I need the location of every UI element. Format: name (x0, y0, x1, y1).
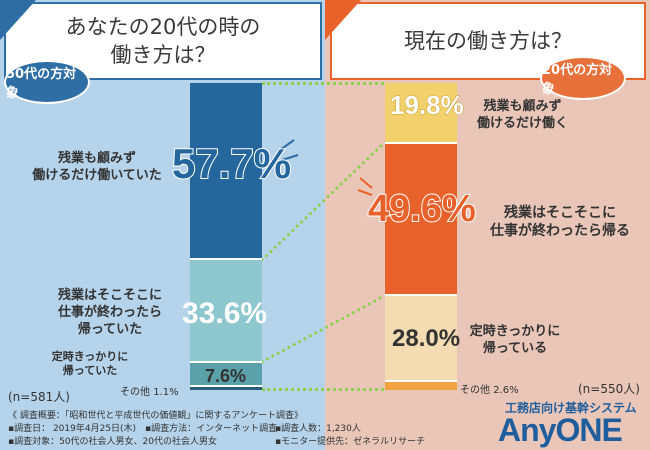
left-title-line2: 働き方は？ (110, 43, 216, 67)
right-other: その他 2.6% (460, 385, 519, 396)
logo-anyone: AnyONE (498, 412, 623, 448)
right-title: 現在の働き方は？ (404, 29, 572, 53)
right-cat-label-0: 残業も顧みず 働けるだけ働く (476, 99, 568, 131)
right-value-0: 19.8% (390, 90, 465, 121)
left-bar-segment-2 (190, 363, 262, 387)
left-title-box: あなたの20代の時の 働き方は？ (4, 2, 322, 80)
right-corner-triangle (325, 0, 361, 40)
left-cat-label-1: 残業はそこそこに 仕事が終わったら 帰っていた (57, 288, 162, 337)
left-cat-label-2: 定時きっかりに 帰っていた (51, 350, 129, 377)
right-cat-label-1: 残業はそこそこに 仕事が終わったら帰る (490, 205, 630, 239)
left-cat-label-0: 残業も顧みず 働けるだけ働いていた (32, 151, 162, 183)
right-bar-segment-3 (385, 382, 457, 390)
right-title-box: 現在の働き方は？ (330, 2, 646, 80)
right-value-2: 28.0% (392, 325, 461, 352)
survey-title: 《 調査概要：「昭和世代と平成世代の価値観」に関するアンケート調査》 (8, 411, 304, 421)
connector-diag-1 (260, 141, 386, 262)
connector-diag-2 (260, 294, 386, 364)
left-target-badge: 50代の方対象 (4, 60, 90, 104)
survey-method: ▪調査方法：インターネット調査 (145, 424, 278, 434)
emphasis-lines-left (279, 139, 299, 161)
left-other: その他 1.1% (120, 387, 179, 398)
right-value-1: 49.6% (367, 187, 477, 231)
right-target-badge: 20代の方対象 (540, 56, 626, 100)
survey-target: ▪調査対象：50代の社会人男女、20代の社会人男女 (8, 437, 218, 447)
connector-top (262, 82, 384, 85)
left-title-line1: あなたの20代の時の (65, 15, 261, 39)
left-value-2: 7.6% (205, 366, 247, 386)
right-bar-segment-1 (385, 143, 457, 297)
left-sample-size: (n=581人) (8, 390, 70, 404)
right-stacked-bar (385, 83, 457, 390)
left-corner-triangle (0, 0, 36, 40)
right-sample-size: (n=550人) (578, 382, 640, 396)
left-stacked-bar (190, 83, 262, 390)
left-bar-segment-0 (190, 83, 262, 261)
left-bar-segment-1 (190, 260, 262, 364)
logo-tagline: 工務店向け基幹システム (505, 401, 637, 415)
survey-count: ▪調査人数：1,230人 (275, 424, 361, 434)
right-bar-segment-0 (385, 83, 457, 144)
right-cat-label-2: 定時きっかりに 帰っている (469, 324, 561, 356)
survey-date: ▪調査日： 2019年4月25日(木) (8, 424, 137, 434)
connector-bottom (262, 388, 384, 391)
survey-provider: ▪モニター提供先：ゼネラルリサーチ (275, 437, 426, 447)
right-bar-segment-2 (385, 296, 457, 382)
emphasis-lines-right (357, 177, 373, 196)
left-bar-segment-3 (190, 386, 262, 390)
left-value-0: 57.7% (171, 139, 292, 188)
left-value-1: 33.6% (182, 297, 268, 330)
